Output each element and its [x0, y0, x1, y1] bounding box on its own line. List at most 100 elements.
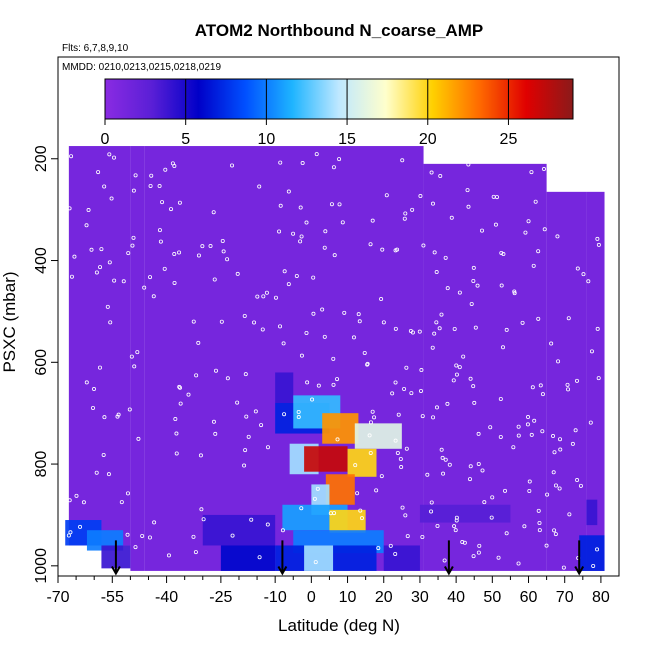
sample-marker: [461, 354, 466, 359]
sample-marker: [66, 533, 71, 538]
sample-marker: [278, 203, 283, 208]
sample-marker: [372, 415, 377, 420]
y-axis: 200 400 600 800 1000: [33, 145, 58, 584]
sample-marker: [108, 320, 113, 325]
sample-marker: [97, 365, 102, 370]
sample-marker: [84, 380, 89, 385]
sample-marker: [489, 515, 494, 520]
heatmap-cell: [586, 499, 598, 526]
sample-marker: [313, 560, 318, 565]
sample-marker: [212, 277, 217, 282]
sample-marker: [213, 368, 218, 373]
sample-marker: [471, 554, 476, 559]
sample-marker: [536, 316, 541, 321]
sample-marker: [152, 520, 157, 525]
sample-marker: [542, 227, 547, 232]
sample-marker: [404, 446, 409, 451]
x-tick-label: -40: [155, 589, 178, 606]
sample-marker: [259, 423, 264, 428]
sample-marker: [578, 483, 583, 488]
sample-marker: [243, 372, 248, 377]
sample-marker: [595, 326, 600, 331]
sample-marker: [252, 320, 257, 325]
sample-marker: [133, 545, 138, 550]
sample-marker: [131, 235, 136, 240]
sample-marker: [430, 201, 435, 206]
y-axis-label: PSXC (mbar): [0, 271, 19, 372]
y-tick-label: 1000: [33, 548, 50, 584]
sample-marker: [173, 417, 178, 422]
sample-marker: [480, 228, 485, 233]
sample-marker: [296, 415, 301, 420]
sample-marker: [498, 397, 503, 402]
sample-marker: [449, 215, 454, 220]
sample-marker: [475, 283, 480, 288]
y-tick-label: 600: [33, 349, 50, 376]
sample-marker: [462, 540, 467, 545]
sample-marker: [398, 457, 403, 462]
sample-marker: [365, 361, 370, 366]
sample-marker: [106, 472, 111, 477]
sample-marker: [331, 165, 336, 170]
sample-marker: [157, 228, 162, 233]
sample-marker: [235, 271, 240, 276]
sample-marker: [67, 206, 72, 211]
sample-marker: [198, 453, 203, 458]
sample-marker: [135, 350, 140, 355]
sample-marker: [589, 349, 594, 354]
sample-marker: [511, 445, 516, 450]
sample-marker: [419, 368, 424, 373]
sample-marker: [178, 401, 183, 406]
sample-marker: [403, 513, 408, 518]
sample-marker: [260, 327, 265, 332]
sample-marker: [380, 247, 385, 252]
sample-marker: [429, 509, 434, 514]
sample-marker: [314, 152, 319, 157]
sample-marker: [102, 415, 107, 420]
sample-marker: [186, 392, 191, 397]
sample-marker: [596, 242, 601, 247]
x-tick-label: 80: [592, 589, 610, 606]
sample-marker: [551, 470, 556, 475]
sample-marker: [69, 154, 74, 159]
sample-marker: [536, 249, 541, 254]
sample-marker: [553, 532, 558, 537]
sample-marker: [457, 290, 462, 295]
sample-marker: [72, 254, 77, 259]
sample-marker: [544, 543, 549, 548]
sample-marker: [282, 269, 287, 274]
sample-marker: [425, 472, 430, 477]
sample-marker: [565, 382, 570, 387]
sample-marker: [200, 244, 205, 249]
sample-marker: [351, 335, 356, 340]
sample-marker: [68, 530, 73, 535]
sample-marker: [494, 195, 499, 200]
sample-marker: [454, 518, 459, 523]
sample-marker: [527, 488, 532, 493]
heatmap: [65, 146, 605, 571]
sample-marker: [374, 488, 379, 493]
sample-marker: [257, 555, 262, 560]
sample-marker: [316, 383, 321, 388]
sample-marker: [246, 434, 251, 439]
sample-marker: [368, 450, 373, 455]
sample-marker: [157, 184, 162, 189]
sample-marker: [417, 329, 422, 334]
sample-marker: [395, 247, 400, 252]
heatmap-cell: [304, 446, 348, 472]
sample-marker: [115, 414, 120, 419]
sample-marker: [294, 273, 299, 278]
sample-marker: [249, 517, 254, 522]
y-tick-label: 200: [33, 145, 50, 172]
sample-marker: [536, 508, 541, 513]
x-tick-label: -25: [209, 589, 232, 606]
sample-marker: [78, 524, 83, 529]
sample-marker: [131, 188, 136, 193]
sample-marker: [512, 289, 517, 294]
x-tick-label: 10: [339, 589, 357, 606]
sample-marker: [107, 260, 112, 265]
sample-marker: [166, 553, 171, 558]
sample-marker: [476, 431, 481, 436]
sample-marker: [315, 486, 320, 491]
sample-marker: [178, 385, 183, 390]
